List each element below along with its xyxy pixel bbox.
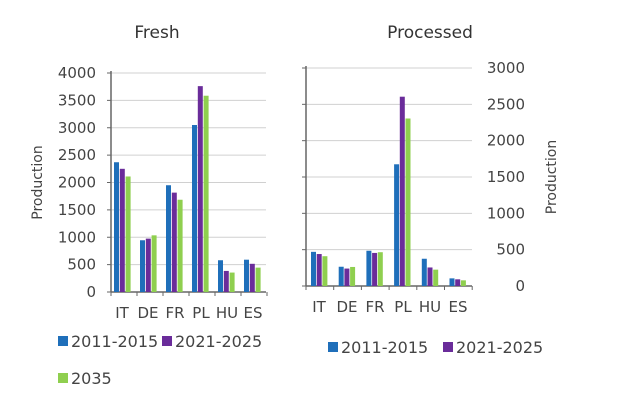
x-tick-label: HU: [419, 298, 441, 316]
bar-2011-2015-DE: [338, 266, 344, 286]
chart-title: Processed: [387, 23, 473, 43]
bar-2035-FR: [177, 199, 183, 292]
bar-2011-2015-HU: [421, 258, 427, 286]
bar-2035-PL: [203, 95, 209, 292]
bar-2011-2015-FR: [366, 250, 372, 286]
bar-2021-2025-ES: [249, 263, 255, 292]
bar-2035-ES: [460, 280, 466, 286]
legend-label: 2035: [71, 369, 112, 388]
bar-2011-2015-ES: [244, 259, 249, 292]
y-axis-label: Production: [544, 140, 560, 214]
x-tick-label: IT: [312, 298, 326, 316]
y-tick-label: 1500: [58, 201, 96, 219]
x-tick-label: ES: [244, 304, 263, 322]
bar-2035-HU: [433, 269, 439, 286]
legend-label: 2021-2025: [175, 332, 262, 351]
y-axis-label: Production: [30, 145, 46, 219]
bar-2011-2015-ES: [449, 278, 455, 286]
bar-2011-2015-PL: [192, 125, 197, 292]
bar-2021-2025-DE: [145, 238, 151, 292]
bar-2035-DE: [151, 235, 157, 292]
y-tick-label: 500: [496, 241, 525, 259]
x-tick-label: DE: [137, 304, 158, 322]
bar-2035-FR: [377, 252, 383, 286]
bar-2011-2015-DE: [140, 240, 145, 292]
y-tick-label: 1000: [487, 204, 525, 222]
bar-2011-2015-PL: [394, 164, 400, 286]
y-tick-label: 1000: [58, 228, 96, 246]
bar-2021-2025-PL: [197, 86, 203, 292]
y-tick-label: 4000: [58, 64, 96, 82]
x-tick-label: DE: [336, 298, 357, 316]
bar-2035-IT: [125, 176, 131, 292]
bar-2021-2025-DE: [344, 268, 350, 286]
y-tick-label: 500: [67, 256, 96, 274]
bar-2021-2025-FR: [171, 192, 177, 292]
y-tick-label: 3000: [58, 119, 96, 137]
legend-swatch: [162, 336, 172, 346]
bar-2035-PL: [405, 118, 411, 287]
x-tick-label: HU: [216, 304, 238, 322]
bar-2011-2015-IT: [311, 251, 316, 286]
bar-2021-2025-IT: [316, 254, 322, 286]
x-tick-label: IT: [115, 304, 129, 322]
bar-2021-2025-HU: [427, 267, 433, 286]
legend-swatch: [58, 373, 68, 383]
y-tick-label: 2500: [58, 146, 96, 164]
bar-2021-2025-FR: [372, 252, 378, 286]
y-tick-label: 1500: [487, 168, 525, 186]
y-tick-label: 2500: [487, 95, 525, 113]
y-tick-label: 0: [86, 283, 96, 301]
y-tick-label: 3000: [487, 59, 525, 77]
bar-2035-HU: [229, 272, 235, 292]
x-tick-label: PL: [192, 304, 210, 322]
x-tick-label: FR: [365, 298, 384, 316]
bar-2021-2025-ES: [455, 279, 461, 286]
bar-2011-2015-HU: [218, 260, 223, 292]
chart-title: Fresh: [134, 23, 179, 43]
x-tick-label: FR: [165, 304, 184, 322]
bar-2021-2025-PL: [399, 96, 405, 286]
x-tick-label: ES: [449, 298, 468, 316]
y-tick-label: 0: [515, 277, 525, 295]
y-tick-label: 2000: [58, 174, 96, 192]
legend-swatch: [443, 342, 453, 352]
legend-label: 2011-2015: [341, 338, 428, 357]
bar-2035-DE: [350, 266, 356, 286]
bar-2035-ES: [255, 267, 261, 292]
bar-2035-IT: [322, 256, 328, 286]
legend-label: 2021-2025: [456, 338, 543, 357]
bar-2011-2015-FR: [166, 185, 171, 292]
y-tick-label: 3500: [58, 91, 96, 109]
bar-2011-2015-IT: [114, 162, 119, 292]
y-tick-label: 2000: [487, 132, 525, 150]
legend-swatch: [328, 342, 338, 352]
legend-label: 2011-2015: [71, 332, 158, 351]
bar-2021-2025-HU: [223, 270, 229, 292]
bar-2021-2025-IT: [119, 168, 125, 292]
legend-swatch: [58, 336, 68, 346]
x-tick-label: PL: [394, 298, 412, 316]
